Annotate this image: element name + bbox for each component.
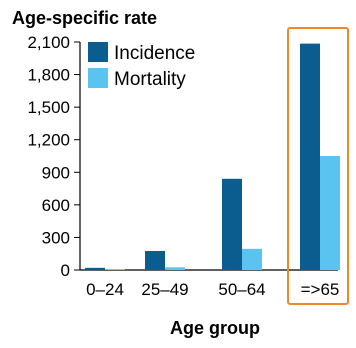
bar-incidence-3 xyxy=(300,43,320,270)
x-axis-title: Age group xyxy=(170,318,260,338)
legend: Incidence Mortality xyxy=(88,42,195,90)
x-tick-label: 0–24 xyxy=(86,280,124,299)
y-axis-title: Age-specific rate xyxy=(12,8,157,28)
x-tick-label: 50–64 xyxy=(218,280,265,299)
bar-incidence-1 xyxy=(145,251,165,270)
x-axis-ticks: 0–24 25–49 50–64 =>65 xyxy=(86,280,339,299)
legend-label-incidence: Incidence xyxy=(114,43,195,64)
bars xyxy=(85,43,340,270)
bar-mortality-2 xyxy=(242,248,262,270)
legend-swatch-incidence xyxy=(88,42,108,62)
legend-label-mortality: Mortality xyxy=(114,69,186,90)
y-tick-label: 1,500 xyxy=(27,98,70,117)
highlight-box xyxy=(287,27,349,305)
y-tick-label: 2,100 xyxy=(27,33,70,52)
y-tick-label: 0 xyxy=(61,261,70,280)
y-tick-label: 900 xyxy=(42,163,70,182)
bar-mortality-3 xyxy=(320,156,340,270)
bar-incidence-0 xyxy=(85,267,105,270)
y-tick-label: 1,200 xyxy=(27,131,70,150)
legend-swatch-mortality xyxy=(88,68,108,88)
bar-mortality-0 xyxy=(105,269,125,270)
bar-incidence-2 xyxy=(222,178,242,270)
y-axis-ticks: 0 300 600 900 1,200 1,500 1,800 2,100 xyxy=(27,33,80,280)
y-tick-label: 300 xyxy=(42,228,70,247)
y-tick-label: 600 xyxy=(42,196,70,215)
x-tick-label: =>65 xyxy=(301,280,340,299)
y-tick-label: 1,800 xyxy=(27,66,70,85)
bar-mortality-1 xyxy=(165,267,185,270)
x-tick-label: 25–49 xyxy=(141,280,188,299)
